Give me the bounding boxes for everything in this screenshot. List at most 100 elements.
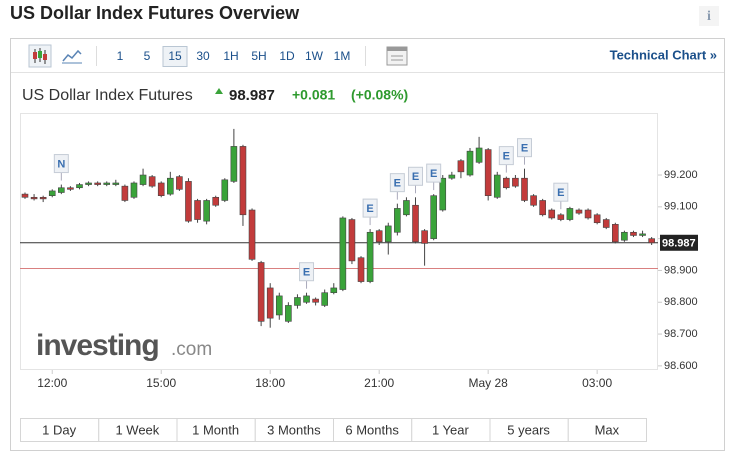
candle-body bbox=[103, 182, 111, 185]
x-tick-label: 18:00 bbox=[255, 376, 285, 390]
event-label[interactable]: E bbox=[557, 187, 564, 199]
candle-body bbox=[185, 181, 192, 222]
up-arrow bbox=[215, 88, 223, 94]
candle-body bbox=[394, 208, 401, 233]
last-price-tag bbox=[660, 234, 698, 251]
range-label[interactable]: 3 Months bbox=[267, 422, 321, 437]
candle-body bbox=[257, 262, 265, 322]
candle-body bbox=[203, 200, 210, 222]
event-marker[interactable] bbox=[408, 166, 424, 186]
candle-body bbox=[148, 176, 156, 187]
event-marker[interactable] bbox=[516, 138, 532, 158]
candle-body bbox=[521, 177, 528, 201]
candle-body bbox=[584, 209, 592, 219]
event-label[interactable]: E bbox=[394, 178, 401, 190]
candle-body bbox=[112, 182, 120, 185]
candle-body bbox=[384, 225, 392, 243]
candle-body bbox=[94, 182, 101, 185]
instrument-change-pct: (+0.08%) bbox=[351, 87, 408, 103]
candle-body bbox=[348, 219, 356, 262]
candle-body bbox=[285, 305, 292, 322]
event-marker[interactable] bbox=[362, 198, 378, 218]
info-button[interactable] bbox=[699, 6, 719, 26]
candle-body bbox=[412, 204, 419, 243]
range-label[interactable]: 1 Week bbox=[115, 422, 159, 437]
interval-button[interactable]: 5H bbox=[251, 49, 266, 63]
candle-body bbox=[548, 209, 556, 219]
range-button[interactable] bbox=[567, 418, 647, 442]
candle-body bbox=[248, 209, 256, 260]
candle-body bbox=[239, 146, 247, 216]
interval-button[interactable]: 15 bbox=[168, 49, 182, 63]
y-tick-label: 98.700 bbox=[664, 328, 698, 340]
y-tick-label: 99.200 bbox=[664, 169, 698, 181]
technical-chart-link[interactable]: Technical Chart » bbox=[610, 47, 717, 62]
event-label[interactable]: E bbox=[303, 267, 310, 279]
candle-body bbox=[575, 209, 583, 214]
range-label[interactable]: 1 Day bbox=[42, 422, 76, 437]
event-label[interactable]: E bbox=[430, 168, 437, 180]
line-icon[interactable] bbox=[62, 49, 82, 64]
event-marker[interactable] bbox=[299, 262, 315, 282]
range-label[interactable]: 5 years bbox=[507, 422, 550, 437]
interval-button[interactable]: 1D bbox=[279, 49, 295, 63]
candle-body bbox=[602, 219, 610, 228]
candle-body bbox=[448, 174, 456, 179]
interval-selected[interactable] bbox=[162, 46, 188, 67]
candle-body bbox=[366, 231, 374, 282]
candle-body bbox=[130, 182, 138, 198]
candle-body bbox=[167, 177, 174, 195]
info-icon[interactable]: i bbox=[707, 9, 711, 24]
event-marker[interactable] bbox=[53, 154, 69, 174]
instrument-price: 98.987 bbox=[229, 87, 275, 104]
y-tick-label: 98.800 bbox=[664, 296, 698, 308]
candle-body bbox=[566, 208, 574, 220]
interval-button[interactable]: 1W bbox=[305, 49, 324, 63]
interval-button[interactable]: 1M bbox=[334, 49, 351, 63]
candle-body bbox=[157, 182, 165, 196]
range-label[interactable]: Max bbox=[595, 422, 620, 437]
widget-frame bbox=[10, 38, 725, 451]
candle-body bbox=[30, 196, 38, 200]
candle-body bbox=[294, 297, 301, 306]
event-label[interactable]: E bbox=[366, 203, 373, 215]
interval-button[interactable]: 30 bbox=[196, 49, 210, 63]
settings-icon[interactable] bbox=[386, 46, 408, 66]
candle-body bbox=[357, 257, 365, 282]
event-marker[interactable] bbox=[389, 173, 405, 193]
interval-button[interactable]: 5 bbox=[144, 49, 151, 63]
range-label[interactable]: 1 Month bbox=[192, 422, 239, 437]
event-label[interactable]: E bbox=[503, 151, 510, 163]
x-tick-label: May 28 bbox=[468, 376, 508, 390]
instrument-change: +0.081 bbox=[292, 87, 335, 103]
candle-body bbox=[639, 233, 646, 236]
candle-body bbox=[421, 230, 428, 244]
candle-body bbox=[339, 217, 347, 290]
interval-button[interactable]: 1 bbox=[117, 49, 124, 63]
watermark-domain: .com bbox=[171, 339, 212, 360]
candle-body bbox=[275, 295, 283, 316]
range-label[interactable]: 1 Year bbox=[432, 422, 470, 437]
y-tick-label: 99.100 bbox=[664, 201, 698, 213]
event-marker[interactable] bbox=[553, 182, 569, 202]
interval-button[interactable]: 1H bbox=[223, 49, 238, 63]
event-label[interactable]: N bbox=[57, 158, 65, 170]
candle-body bbox=[457, 160, 465, 173]
candle-body bbox=[303, 295, 310, 303]
y-tick-label: 98.600 bbox=[664, 360, 698, 372]
range-label[interactable]: 6 Months bbox=[345, 422, 399, 437]
event-label[interactable]: E bbox=[412, 171, 419, 183]
candle-body bbox=[330, 287, 338, 294]
candle-body bbox=[266, 287, 274, 319]
candle-body bbox=[67, 187, 74, 190]
event-label[interactable]: E bbox=[521, 143, 528, 155]
watermark-brand: investing bbox=[36, 329, 159, 362]
candle-body bbox=[39, 196, 47, 200]
candle-body bbox=[648, 238, 655, 244]
event-marker[interactable] bbox=[426, 163, 442, 183]
candle-body bbox=[475, 147, 483, 163]
candles-icon[interactable] bbox=[28, 44, 52, 68]
event-marker[interactable] bbox=[498, 146, 514, 166]
candle-body bbox=[85, 182, 92, 185]
